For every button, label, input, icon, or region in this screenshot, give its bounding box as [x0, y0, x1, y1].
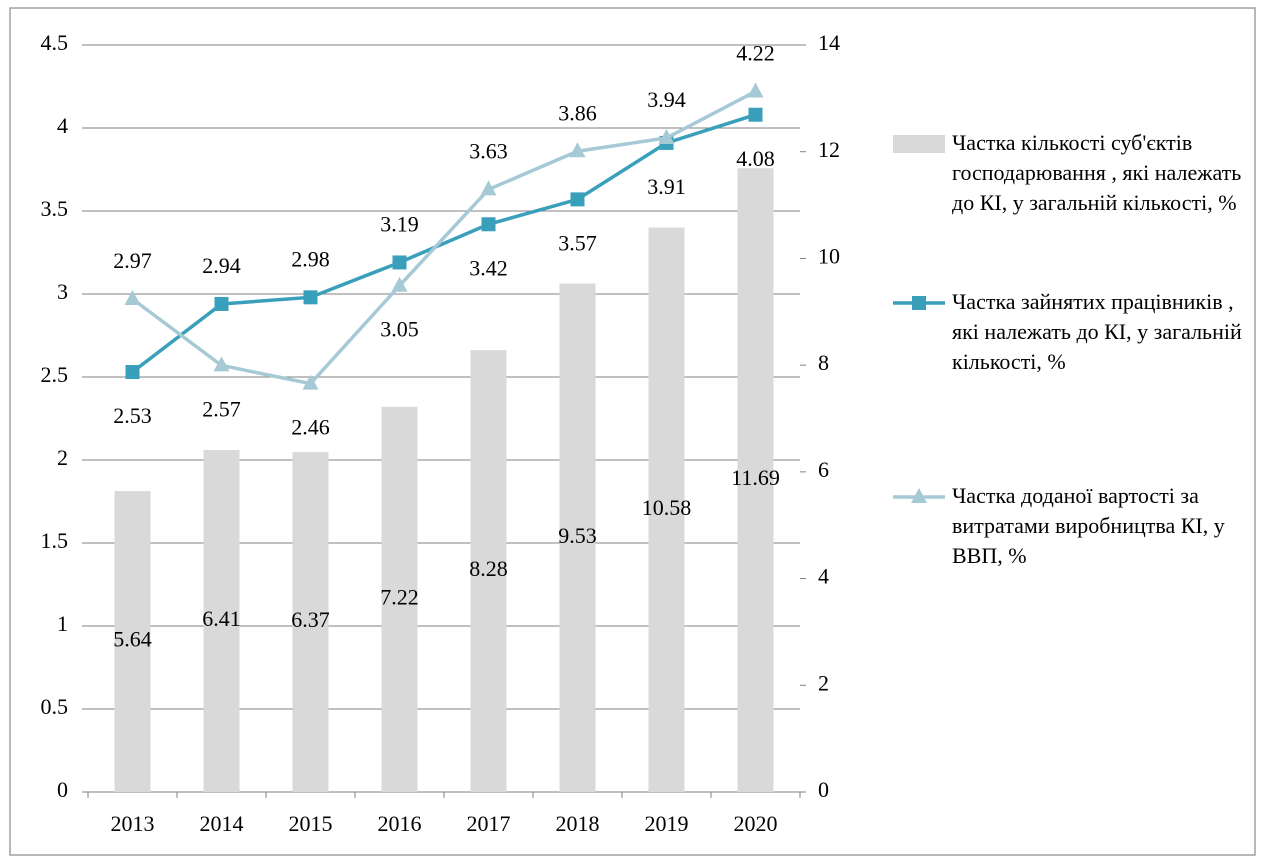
- bar: [292, 452, 329, 792]
- marker: [570, 192, 585, 207]
- x-tick-label: 2016: [378, 811, 422, 836]
- marker: [125, 365, 140, 380]
- data-label: 4.22: [736, 41, 775, 66]
- y2-tick-label: 0: [818, 777, 829, 802]
- legend-swatch: [893, 135, 945, 153]
- x-tick-label: 2020: [734, 811, 778, 836]
- bar: [559, 283, 596, 792]
- y-tick-label: 2: [57, 445, 68, 470]
- data-label: 2.53: [113, 403, 152, 428]
- y2-tick-label: 10: [818, 243, 840, 268]
- bar: [648, 227, 685, 792]
- y-tick-label: 3: [57, 279, 68, 304]
- data-label: 2.94: [202, 253, 241, 278]
- data-label: 2.97: [113, 248, 152, 273]
- x-tick-label: 2017: [467, 811, 511, 836]
- marker: [481, 217, 496, 232]
- y-tick-label: 1.5: [41, 528, 69, 553]
- y-tick-label: 4.5: [41, 30, 69, 55]
- x-tick-label: 2013: [111, 811, 155, 836]
- legend-label: Частка кількості суб'єктів господарюванн…: [952, 130, 1242, 215]
- marker: [747, 82, 764, 98]
- x-tick-label: 2019: [645, 811, 689, 836]
- bar: [381, 406, 418, 792]
- line: [131, 113, 757, 374]
- data-label: 2.57: [202, 396, 241, 421]
- data-label: 9.53: [558, 523, 597, 548]
- y2-tick-label: 8: [818, 350, 829, 375]
- data-label: 3.86: [558, 100, 597, 125]
- y-tick-label: 2.5: [41, 362, 69, 387]
- data-label: 3.19: [380, 212, 419, 237]
- bar: [470, 350, 507, 792]
- data-label: 3.91: [647, 174, 686, 199]
- y-tick-label: 4: [57, 113, 68, 138]
- marker: [748, 107, 763, 122]
- marker: [480, 180, 497, 196]
- legend-marker: [912, 296, 926, 310]
- data-label: 6.41: [202, 606, 241, 631]
- data-label: 3.57: [558, 230, 597, 255]
- marker: [658, 128, 675, 144]
- legend-marker: [911, 488, 927, 503]
- data-label: 3.05: [380, 317, 419, 342]
- y2-tick-label: 14: [818, 30, 840, 55]
- data-label: 8.28: [469, 556, 508, 581]
- marker: [569, 142, 586, 158]
- data-label: 5.64: [113, 627, 152, 652]
- legend-label: Частка зайнятих працівників , які належа…: [952, 289, 1242, 374]
- x-tick-label: 2014: [200, 811, 244, 836]
- data-label: 11.69: [731, 465, 780, 490]
- marker: [302, 374, 319, 390]
- x-tick-label: 2015: [289, 811, 333, 836]
- y2-tick-label: 12: [818, 137, 840, 162]
- y-tick-label: 1: [57, 611, 68, 636]
- data-label: 2.46: [291, 415, 330, 440]
- bar: [203, 449, 240, 792]
- x-tick-label: 2018: [556, 811, 600, 836]
- data-label: 2.98: [291, 246, 330, 271]
- y2-tick-label: 2: [818, 670, 829, 695]
- marker: [124, 289, 141, 305]
- data-label: 4.08: [736, 146, 775, 171]
- data-label: 6.37: [291, 607, 330, 632]
- bar: [114, 491, 151, 792]
- marker: [214, 296, 229, 311]
- data-label: 3.63: [469, 138, 508, 163]
- y-tick-label: 0: [57, 777, 68, 802]
- y2-tick-label: 4: [818, 564, 829, 589]
- legend-label: Частка доданої вартості за витратами вир…: [952, 483, 1225, 568]
- data-label: 3.94: [647, 87, 686, 112]
- marker: [213, 356, 230, 372]
- marker: [392, 255, 407, 270]
- data-label: 3.42: [469, 255, 508, 280]
- marker: [303, 290, 318, 305]
- bar: [737, 168, 774, 792]
- data-label: 10.58: [642, 495, 692, 520]
- y2-tick-label: 6: [818, 457, 829, 482]
- data-label: 7.22: [380, 584, 419, 609]
- y-tick-label: 3.5: [41, 196, 69, 221]
- line: [131, 89, 757, 386]
- y-tick-label: 0.5: [41, 694, 69, 719]
- marker: [391, 276, 408, 292]
